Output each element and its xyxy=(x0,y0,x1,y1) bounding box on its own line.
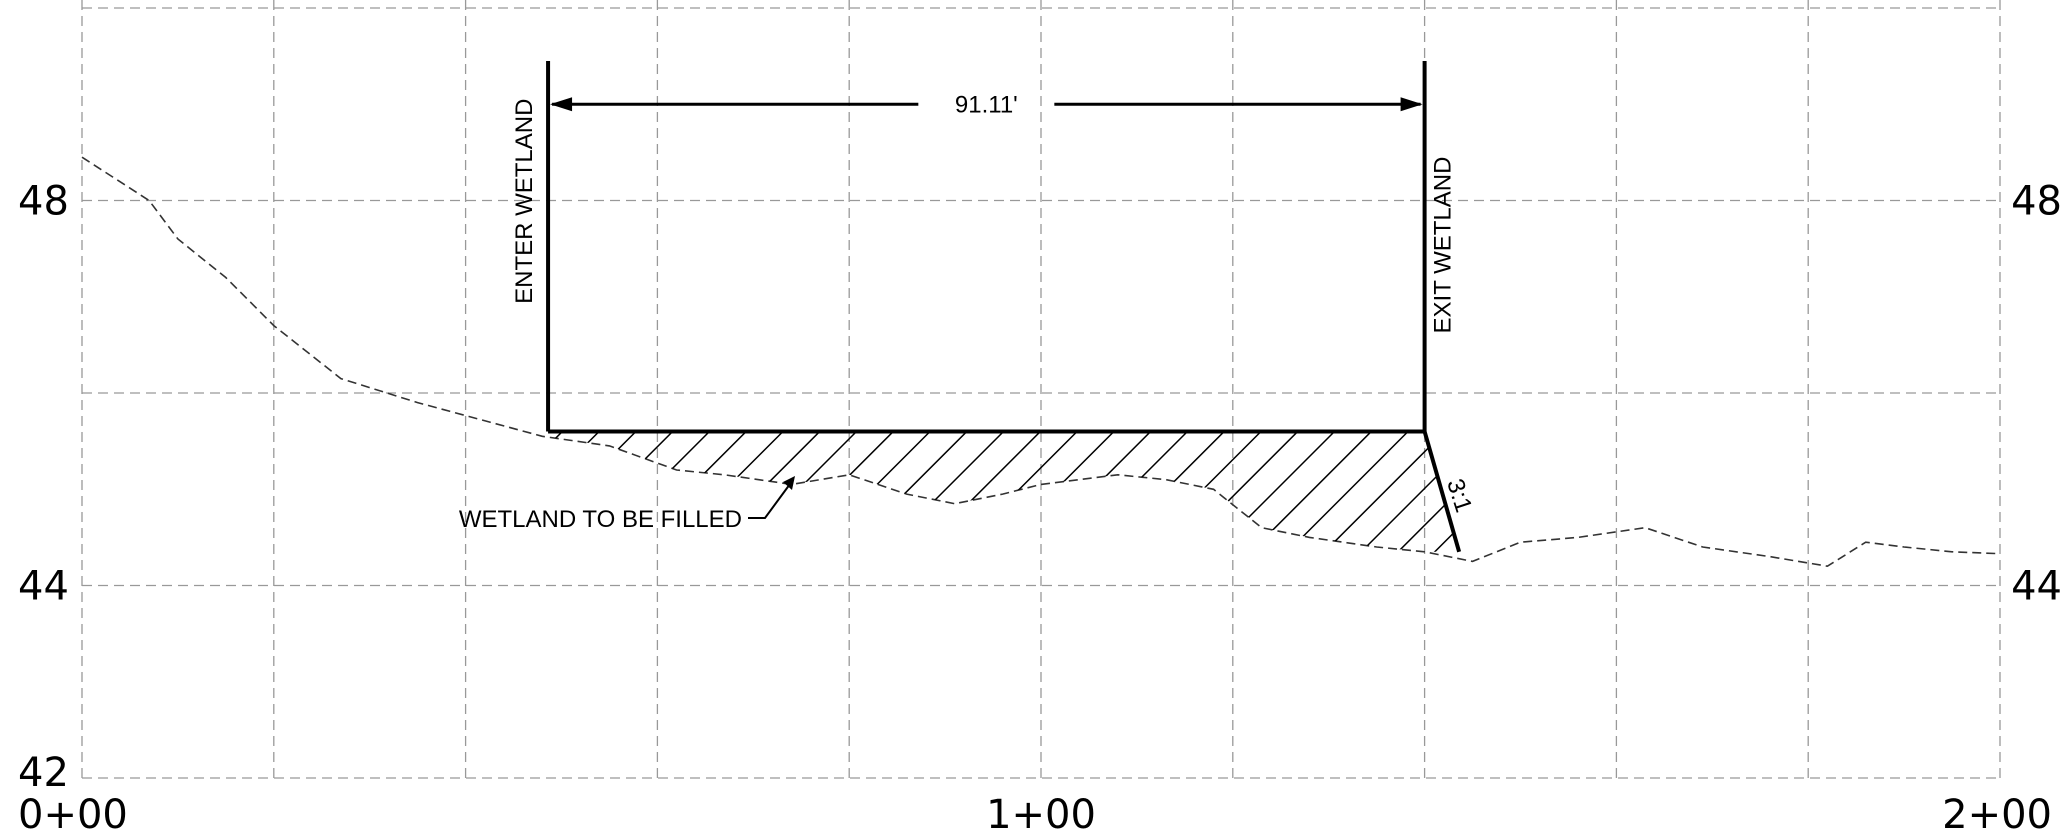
fill-slope-line xyxy=(1422,430,1462,553)
x-tick-label: 0+00 xyxy=(18,792,128,835)
enter-wetland-label: ENTER WETLAND xyxy=(511,99,538,304)
y-tick-label-right: 44 xyxy=(2011,564,2062,610)
x-axis-tick-labels: 0+00 1+00 2+00 xyxy=(18,792,2052,835)
fill-hatch-area xyxy=(548,431,1460,552)
dimension-arrow-left xyxy=(550,97,573,112)
fill-callout-leader xyxy=(748,483,791,519)
dimension-arrow-right xyxy=(1400,97,1423,112)
x-tick-label: 2+00 xyxy=(1942,792,2052,835)
y-tick-label-left: 42 xyxy=(18,750,69,796)
exit-wetland-label: EXIT WETLAND xyxy=(1430,157,1457,334)
y-axis-tick-labels: 42 44 48 44 48 xyxy=(18,179,2062,797)
fill-structure xyxy=(546,60,1462,553)
existing-ground-line xyxy=(81,156,2001,568)
x-tick-label: 1+00 xyxy=(986,792,1096,835)
dimension-label: 91.11' xyxy=(955,91,1018,118)
fill-callout-label: WETLAND TO BE FILLED xyxy=(459,506,742,533)
y-tick-label-left: 44 xyxy=(18,564,69,610)
y-tick-label-left: 48 xyxy=(18,179,69,225)
grid-lines xyxy=(81,0,2001,779)
y-tick-label-right: 48 xyxy=(2011,179,2062,225)
fill-callout-arrow xyxy=(783,476,795,490)
